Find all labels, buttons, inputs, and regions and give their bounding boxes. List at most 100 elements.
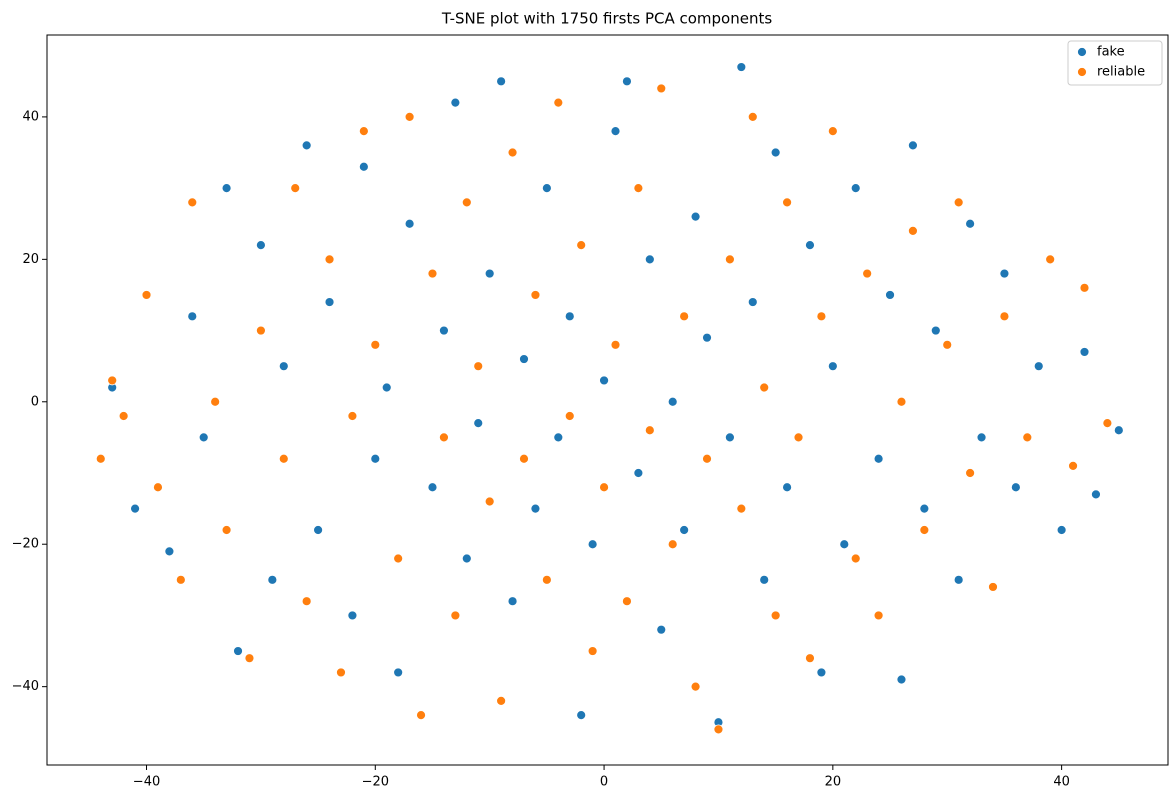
point [1010,482,1021,493]
point [919,503,930,514]
point [805,240,815,250]
point [667,539,678,550]
point [702,453,712,464]
x-tick-label: −20 [362,775,389,790]
point [896,674,907,685]
point [622,76,632,87]
point [965,218,976,229]
point [747,297,758,307]
point [850,183,861,194]
point [278,361,289,372]
point [450,97,461,108]
point [530,290,541,300]
point [1068,460,1078,471]
point [278,453,289,464]
point [747,112,758,122]
point [496,76,507,87]
point [313,525,323,535]
point [827,361,838,372]
point [724,432,735,443]
point [1022,432,1033,443]
point [1113,425,1124,436]
point [702,332,712,343]
y-tick-label: 40 [22,109,39,124]
point [930,325,941,336]
point [256,240,266,250]
point [290,183,301,194]
point [519,453,529,464]
point [221,525,232,535]
point [244,653,255,664]
point [496,696,507,706]
point [95,453,106,464]
point [210,396,221,407]
point [667,396,678,407]
point [347,411,358,421]
point [450,610,461,621]
point [324,297,335,307]
point [336,667,346,678]
point [873,610,884,621]
legend-label: fake [1097,45,1125,60]
point [759,382,770,393]
x-tick-label: −40 [133,775,160,790]
point [118,411,129,421]
point [370,453,381,464]
point [644,254,655,265]
point [908,140,918,151]
point [153,482,163,493]
point [187,311,198,322]
point [782,482,792,493]
point [999,311,1010,322]
point [519,354,529,364]
point [679,525,690,535]
point [736,62,747,72]
point [770,610,781,621]
point [724,254,735,265]
point [461,197,472,208]
point [393,667,404,678]
point [164,546,175,557]
point [404,112,415,122]
point [965,468,976,478]
point [404,218,415,229]
point [782,197,792,208]
point [553,97,564,108]
point [885,290,895,300]
point [553,432,564,443]
point [633,183,644,194]
point [484,268,495,279]
point [656,624,667,635]
point [656,83,667,94]
point [1079,282,1090,293]
point [679,311,690,322]
point [564,311,575,322]
point [507,596,518,607]
point [358,161,369,172]
y-tick-label: 20 [22,252,39,267]
point [427,482,438,493]
point [576,710,587,721]
point [107,375,118,386]
y-tick-label: −20 [12,537,39,552]
point [988,582,998,592]
point [358,126,369,137]
point [507,147,518,158]
point [690,211,701,222]
point [541,183,552,194]
point [427,268,438,279]
y-tick-label: −40 [12,679,39,694]
point [610,339,621,350]
x-tick-label: 20 [825,775,842,790]
point [644,425,655,436]
point [610,126,621,137]
point [816,311,827,322]
point [141,290,152,300]
point [484,496,495,507]
point [324,254,335,265]
point [541,574,552,585]
y-tick-label: 0 [31,394,39,409]
point [633,468,644,478]
point [713,724,724,735]
